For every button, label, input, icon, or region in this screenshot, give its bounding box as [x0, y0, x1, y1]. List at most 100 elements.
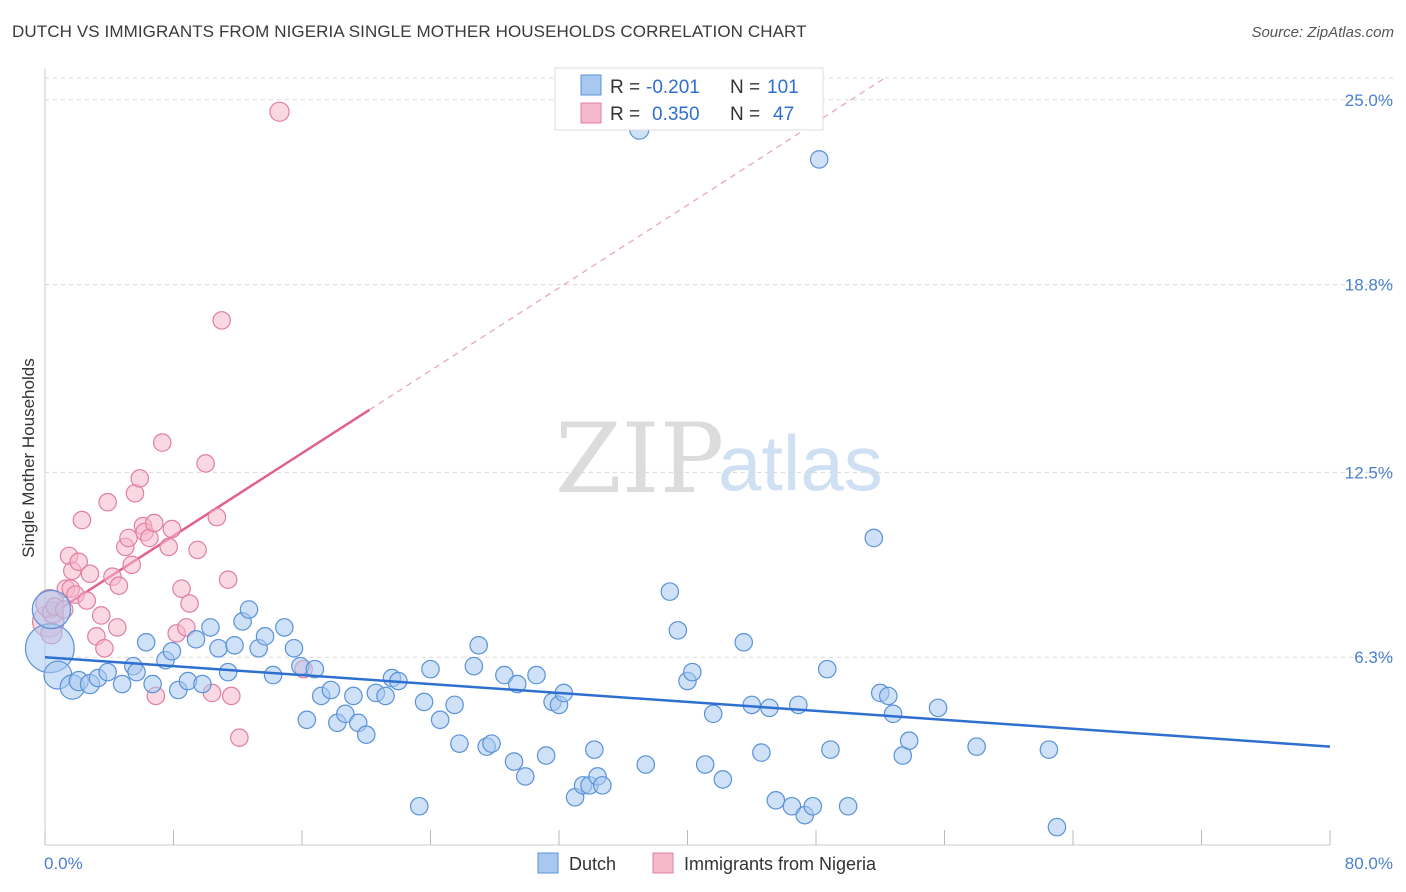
dutch-point-66 — [585, 740, 604, 759]
dutch-point-68 — [593, 776, 612, 795]
dutch-point-96 — [899, 731, 919, 750]
dutch-point-49 — [450, 734, 469, 753]
dutch-point-83 — [782, 796, 802, 816]
nigeria-point-44 — [218, 570, 238, 590]
dutch-point-7 — [98, 662, 117, 682]
nigeria-point-40 — [196, 454, 215, 473]
dutch-point-8 — [112, 674, 132, 694]
y-tick-label-1: 12.5% — [1345, 463, 1393, 482]
dutch-point-59 — [536, 746, 556, 765]
trend-line-dutch — [44, 655, 1331, 748]
dutch-point-19 — [201, 618, 220, 637]
dutch-point-27 — [263, 665, 283, 685]
nigeria-point-43 — [212, 311, 231, 330]
dutch-point-53 — [482, 734, 501, 753]
dutch-point-75 — [695, 755, 715, 774]
dutch-point-20 — [209, 638, 228, 658]
legend-r-label-dutch: R = — [610, 77, 640, 98]
legend-r-value-dutch: -0.201 — [646, 77, 700, 98]
dutch-point-36 — [336, 704, 355, 724]
y-axis-label: Single Mother Households — [19, 358, 38, 557]
dutch-point-56 — [507, 674, 527, 694]
nigeria-point-11 — [69, 552, 89, 572]
dutch-point-54 — [495, 665, 514, 685]
dutch-point-87 — [809, 150, 829, 169]
dutch-point-70 — [636, 755, 656, 774]
dutch-point-1 — [31, 589, 72, 630]
x-tick-label-min: 0.0% — [44, 854, 83, 873]
nigeria-point-23 — [119, 528, 138, 548]
dutch-point-37 — [344, 686, 363, 706]
y-tick-label-0: 6.3% — [1354, 648, 1393, 667]
y-tick-label-2: 18.8% — [1345, 276, 1393, 295]
dutch-point-88 — [817, 659, 837, 679]
nigeria-point-33 — [159, 537, 178, 557]
bottom-legend-label-nigeria: Immigrants from Nigeria — [684, 854, 877, 874]
nigeria-point-45 — [222, 686, 241, 706]
nigeria-point-38 — [180, 594, 199, 613]
dutch-point-94 — [883, 704, 903, 724]
legend-box: R = -0.201 N = 101 R = 0.350 N = 47 — [554, 67, 824, 131]
nigeria-point-24 — [122, 555, 142, 575]
dutch-point-39 — [356, 725, 376, 745]
nigeria-point-46 — [230, 728, 249, 747]
dutch-point-11 — [136, 633, 156, 652]
dutch-point-50 — [464, 656, 484, 676]
dutch-point-55 — [504, 752, 524, 771]
dutch-point-45 — [414, 692, 434, 712]
bottom-legend-swatch-dutch — [537, 852, 559, 874]
dutch-point-44 — [409, 796, 429, 816]
nigeria-point-26 — [130, 469, 150, 488]
y-tick-labels: 6.3% 12.5% 18.8% 25.0% — [1345, 91, 1393, 667]
dutch-point-91 — [864, 528, 884, 548]
dutch-point-86 — [803, 796, 823, 816]
nigeria-point-14 — [80, 564, 100, 584]
dutch-point-32 — [305, 659, 325, 679]
legend-r-label-nigeria: R = — [610, 104, 640, 125]
dutch-point-97 — [928, 698, 948, 718]
dutch-point-90 — [838, 796, 858, 816]
dutch-point-58 — [527, 665, 546, 685]
nigeria-trend-solid — [44, 408, 371, 620]
nigeria-point-20 — [107, 618, 127, 637]
nigeria-point-17 — [95, 638, 114, 658]
nigeria-point-30 — [144, 513, 164, 533]
dutch-point-28 — [275, 618, 294, 637]
nigeria-point-47 — [269, 101, 290, 122]
nigeria-point-39 — [188, 540, 207, 560]
x-tick-label-max: 80.0% — [1345, 854, 1393, 873]
watermark-zip: ZIP — [555, 403, 724, 515]
legend-r-value-nigeria: 0.350 — [652, 104, 700, 125]
dutch-point-51 — [469, 635, 488, 655]
nigeria-point-16 — [91, 606, 111, 625]
legend-swatch-nigeria — [580, 102, 602, 124]
nigeria-point-13 — [77, 591, 97, 610]
nigeria-point-12 — [72, 510, 92, 530]
dutch-point-77 — [713, 770, 733, 789]
dutch-point-100 — [1047, 817, 1067, 837]
nigeria-point-18 — [98, 492, 117, 512]
dutch-point-71 — [660, 582, 680, 601]
trend-line-nigeria — [44, 78, 884, 620]
dutch-point-17 — [186, 630, 206, 649]
dutch-point-18 — [193, 674, 212, 694]
legend-n-label-nigeria: N = — [730, 104, 760, 125]
dutch-point-22 — [225, 635, 244, 655]
dutch-point-98 — [967, 737, 986, 756]
dutch-point-93 — [878, 686, 898, 706]
watermark-atlas: atlas — [718, 419, 883, 507]
legend-swatch-dutch — [580, 74, 602, 96]
dutch-point-74 — [683, 662, 702, 682]
dutch-point-14 — [162, 641, 182, 661]
dutch-point-10 — [127, 662, 146, 682]
dutch-point-99 — [1039, 740, 1059, 759]
nigeria-point-32 — [152, 433, 172, 452]
dutch-point-29 — [284, 638, 304, 658]
nigeria-point-42 — [207, 507, 227, 527]
dutch-point-31 — [297, 710, 317, 730]
dutch-point-82 — [766, 790, 786, 810]
bottom-legend-swatch-nigeria — [652, 852, 674, 874]
bottom-legend-label-dutch: Dutch — [569, 854, 616, 874]
nigeria-trend-dashed — [369, 78, 884, 411]
